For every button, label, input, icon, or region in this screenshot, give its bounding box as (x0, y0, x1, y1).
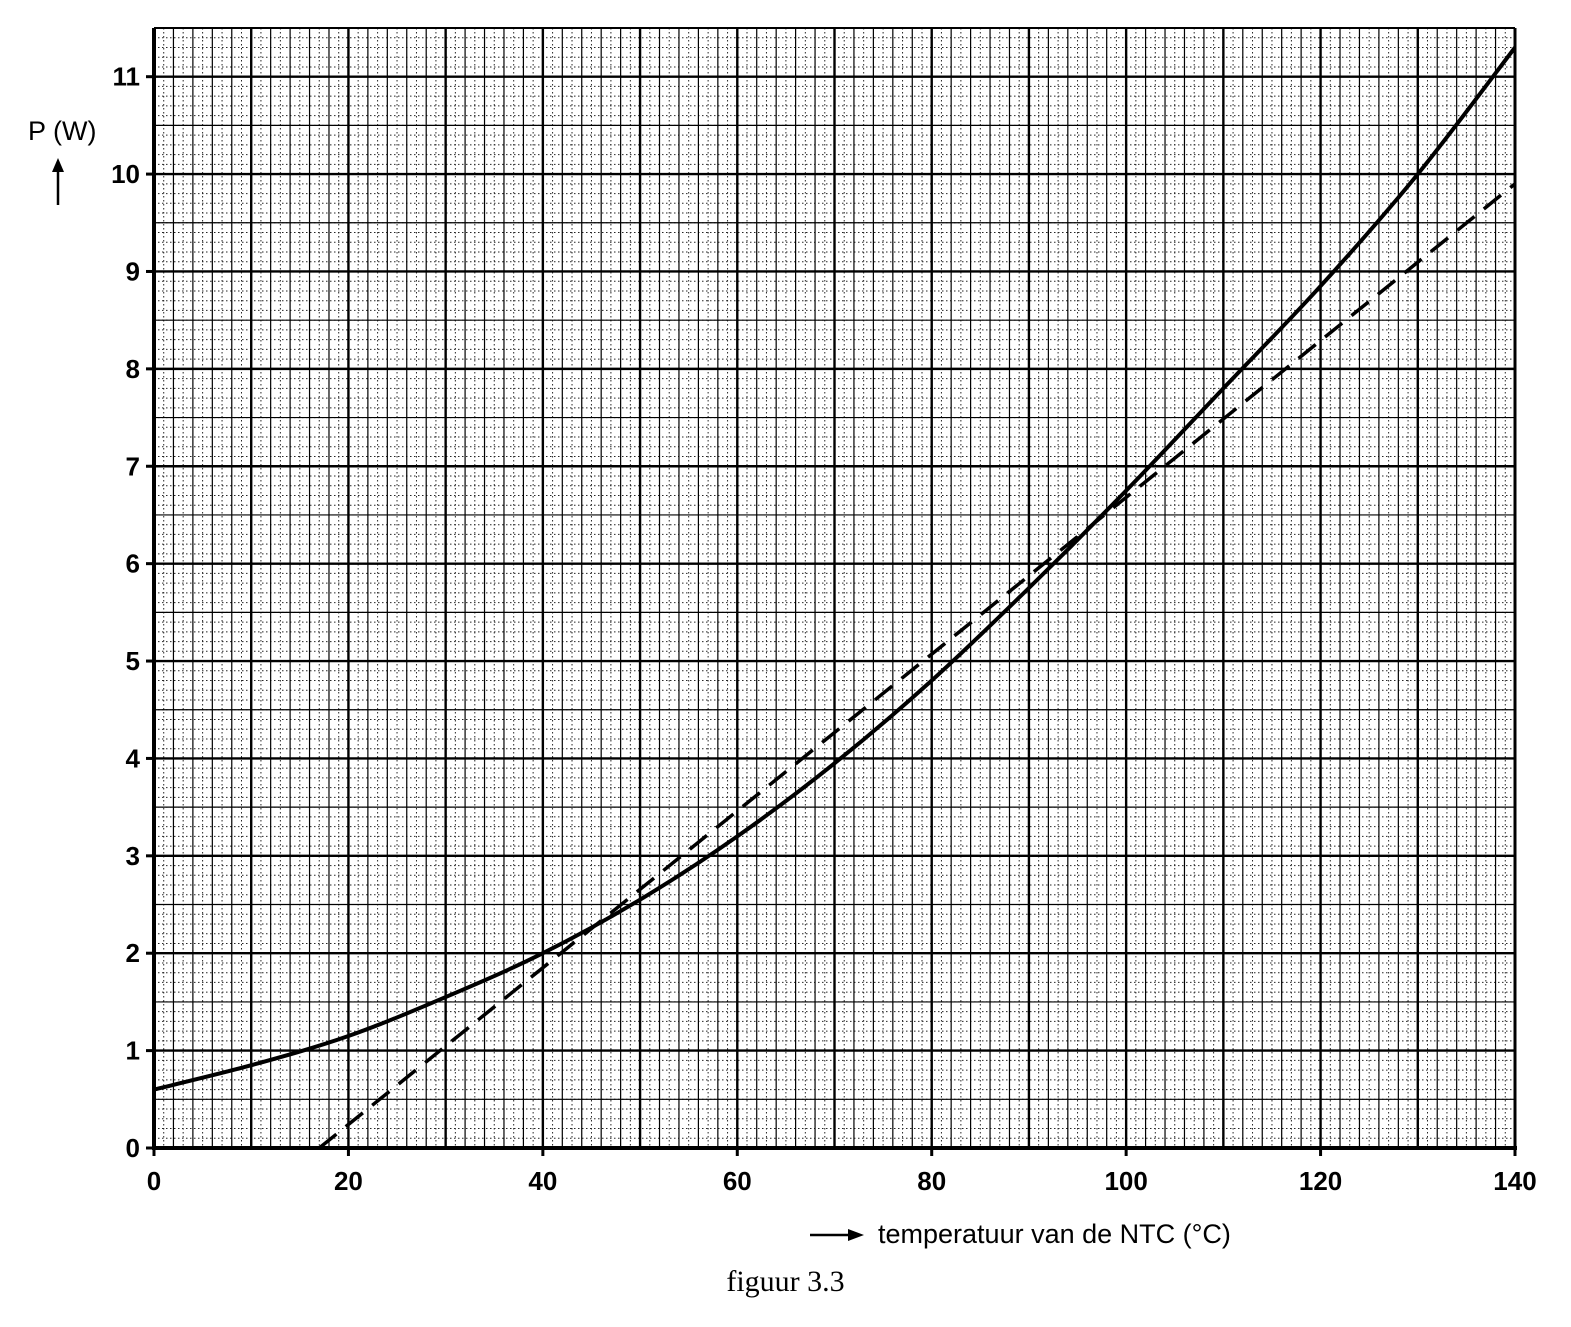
y-tick-label: 2 (126, 938, 140, 968)
y-tick-label: 11 (113, 62, 141, 92)
y-tick-label: 0 (126, 1133, 140, 1163)
x-tick-label: 20 (334, 1166, 363, 1196)
series-dashed-line (318, 182, 1517, 1150)
y-tick-label: 3 (126, 841, 140, 871)
x-tick-label: 80 (917, 1166, 946, 1196)
y-tick-label: 8 (126, 354, 140, 384)
x-axis-title: temperatuur van de NTC (°C) (878, 1219, 1231, 1249)
y-tick-label: 1 (126, 1036, 140, 1066)
x-tick-label: 100 (1104, 1166, 1147, 1196)
y-tick-label: 7 (126, 451, 140, 481)
grid (152, 27, 1517, 1150)
y-axis-title-group: P (W) (28, 116, 97, 146)
axes: 0 20 40 60 80 100 120 140 0 1 2 3 4 5 6 7 8 9 10 11 (52, 28, 1537, 1241)
figure-caption: figuur 3.3 (726, 1265, 845, 1298)
y-tick-label: 4 (126, 743, 141, 773)
x-tick-label: 120 (1299, 1166, 1342, 1196)
y-axis-title: P (W) (28, 116, 97, 146)
x-tick-label: 60 (723, 1166, 752, 1196)
y-axis-arrowhead (52, 158, 64, 172)
x-tick-label: 140 (1493, 1166, 1536, 1196)
series-solid-curve (153, 46, 1517, 1092)
x-tick-label: 40 (528, 1166, 557, 1196)
y-tick-label: 6 (126, 549, 140, 579)
y-tick-label: 9 (126, 256, 140, 286)
series-layer (153, 46, 1517, 1150)
y-tick-label: 10 (111, 159, 140, 189)
y-tick-label: 5 (126, 646, 140, 676)
x-axis-arrowhead (848, 1229, 864, 1241)
x-tick-label: 0 (147, 1166, 161, 1196)
